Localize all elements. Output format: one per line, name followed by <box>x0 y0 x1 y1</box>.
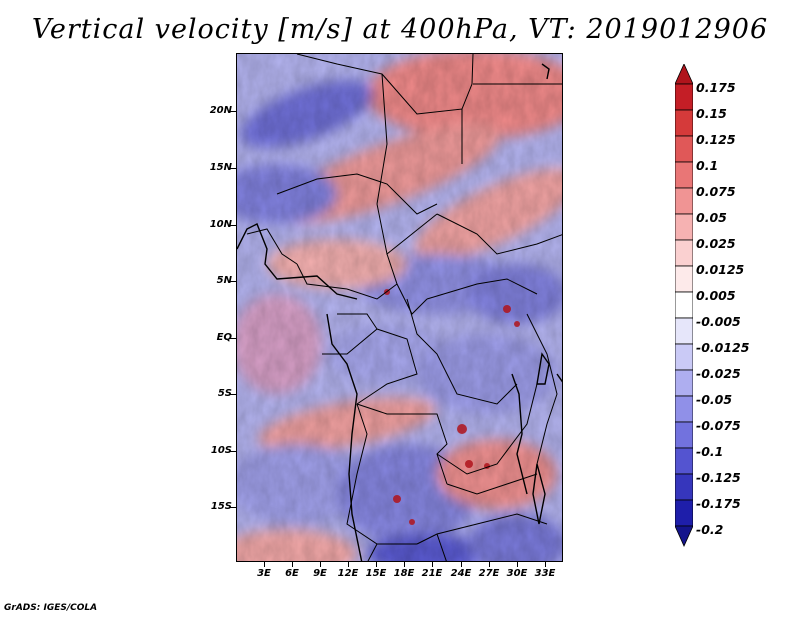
y-tick-label: 10S <box>210 445 232 456</box>
colorbar-label: -0.075 <box>696 418 741 433</box>
x-tick-label: 3E <box>257 568 271 579</box>
colorbar-segment <box>675 473 693 501</box>
colorbar-label: -0.005 <box>696 314 741 329</box>
colorbar-label: 0.075 <box>696 184 736 199</box>
colorbar-segment <box>675 395 693 423</box>
country-borders <box>246 54 562 561</box>
colorbar-label: -0.0125 <box>696 340 750 355</box>
coastlines <box>237 63 562 561</box>
x-tick-label: 30E <box>506 568 528 579</box>
colorbar-segment <box>675 109 693 137</box>
colorbar-label: 0.025 <box>696 236 736 251</box>
updraft-cores <box>384 289 520 525</box>
colorbar-segment <box>675 135 693 163</box>
colorbar-label: 0.125 <box>696 132 736 147</box>
y-tick-label: EQ <box>216 332 232 343</box>
colorbar <box>675 64 693 547</box>
colorbar-segment <box>675 369 693 397</box>
colorbar-segment <box>675 291 693 319</box>
colorbar-segment <box>675 343 693 371</box>
x-tick-label: 15E <box>365 568 387 579</box>
map-panel <box>236 53 563 562</box>
x-tick-label: 6E <box>285 568 299 579</box>
colorbar-label: 0.05 <box>696 210 727 225</box>
y-tick-label: 10N <box>209 219 232 230</box>
colorbar-label: 0.1 <box>696 158 719 173</box>
colorbar-label: -0.1 <box>696 444 724 459</box>
y-tick-label: 15N <box>209 162 232 173</box>
colorbar-label: -0.125 <box>696 470 741 485</box>
colorbar-label: 0.0125 <box>696 262 745 277</box>
y-tick-label: 5S <box>217 388 232 399</box>
y-tick-label: 20N <box>209 105 232 116</box>
x-tick-label: 33E <box>534 568 556 579</box>
x-tick-label: 9E <box>313 568 327 579</box>
grads-credit: GrADS: IGES/COLA <box>4 603 98 613</box>
x-tick-label: 21E <box>421 568 443 579</box>
colorbar-segment <box>675 239 693 267</box>
map-title: Vertical velocity [m/s] at 400hPa, VT: 2… <box>31 14 769 45</box>
field-texture <box>237 54 562 561</box>
colorbar-segment <box>675 83 693 111</box>
colorbar-label: -0.175 <box>696 496 741 511</box>
map-canvas <box>237 54 562 561</box>
colorbar-bottom-arrow <box>675 525 693 547</box>
colorbar-segment <box>675 265 693 293</box>
x-tick-label: 24E <box>450 568 472 579</box>
colorbar-label: -0.05 <box>696 392 733 407</box>
y-tick-label: 5N <box>216 275 232 286</box>
colorbar-segment <box>675 317 693 345</box>
colorbar-segment <box>675 161 693 189</box>
colorbar-segment <box>675 447 693 475</box>
colorbar-segment <box>675 187 693 215</box>
colorbar-label: 0.005 <box>696 288 736 303</box>
x-tick-label: 12E <box>337 568 359 579</box>
colorbar-label: -0.025 <box>696 366 741 381</box>
colorbar-segment <box>675 499 693 527</box>
colorbar-top-arrow <box>675 64 693 85</box>
colorbar-segment <box>675 421 693 449</box>
colorbar-label: -0.2 <box>696 522 724 537</box>
y-tick-label: 15S <box>210 501 232 512</box>
colorbar-label: 0.175 <box>696 80 736 95</box>
colorbar-label: 0.15 <box>696 106 727 121</box>
colorbar-segment <box>675 213 693 241</box>
x-tick-label: 27E <box>478 568 500 579</box>
x-tick-label: 18E <box>393 568 415 579</box>
